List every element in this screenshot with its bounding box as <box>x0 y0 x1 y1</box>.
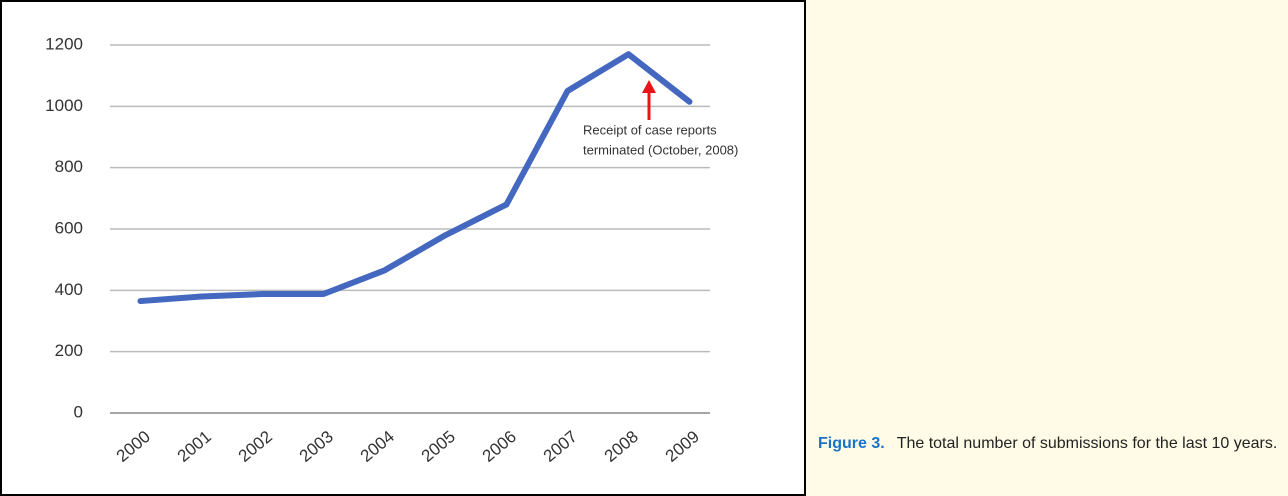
y-tick-label: 400 <box>55 280 83 299</box>
y-tick-label: 800 <box>55 157 83 176</box>
annotation-arrowhead <box>642 80 656 93</box>
chart-frame <box>0 0 806 496</box>
caption-panel: Figure 3. The total number of submissions… <box>806 0 1288 496</box>
caption: Figure 3. The total number of submissions… <box>818 433 1283 454</box>
y-tick-label: 600 <box>55 218 83 237</box>
y-tick-label: 1200 <box>45 34 83 53</box>
annotation: Receipt of case reports <box>583 122 717 137</box>
caption-label: Figure 3. <box>818 435 885 452</box>
y-tick-label: 0 <box>74 402 83 421</box>
y-tick-label: 200 <box>55 341 83 360</box>
caption-text: The total number of submissions for the … <box>896 435 1278 452</box>
annotation: terminated (October, 2008) <box>583 142 738 157</box>
line <box>137 51 693 305</box>
y-tick-label: 1000 <box>45 96 83 115</box>
